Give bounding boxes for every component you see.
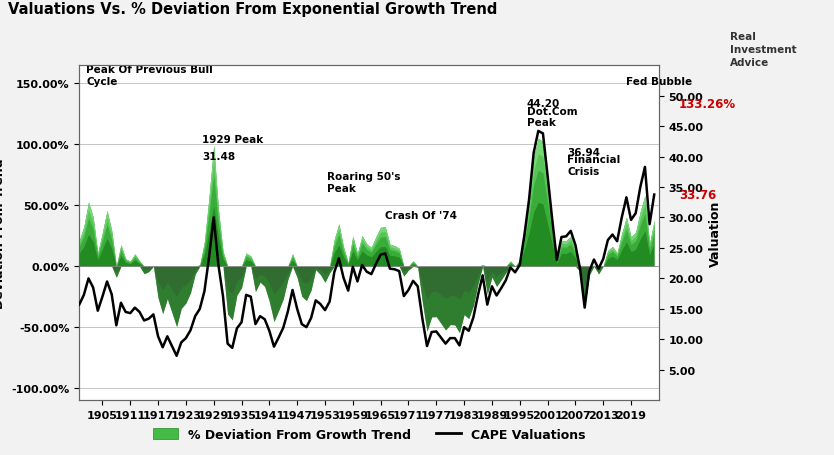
Text: 33.76: 33.76 (679, 189, 716, 202)
Text: 133.26%: 133.26% (679, 98, 736, 111)
Text: 44.20: 44.20 (527, 99, 560, 109)
Text: 36.94: 36.94 (567, 147, 600, 157)
Text: Crash Of '74: Crash Of '74 (385, 211, 457, 220)
Text: Fed Bubble: Fed Bubble (626, 77, 692, 86)
Text: Dot.Com
Peak: Dot.Com Peak (527, 106, 577, 128)
Text: Valuations Vs. % Deviation From Exponential Growth Trend: Valuations Vs. % Deviation From Exponent… (8, 2, 498, 17)
Text: 31.48: 31.48 (202, 152, 235, 162)
Text: 1929 Peak: 1929 Peak (202, 135, 264, 145)
Text: Roaring 50's
Peak: Roaring 50's Peak (327, 172, 401, 194)
Legend: % Deviation From Growth Trend, CAPE Valuations: % Deviation From Growth Trend, CAPE Valu… (148, 423, 590, 446)
Y-axis label: Valuation: Valuation (709, 200, 722, 266)
Text: Financial
Crisis: Financial Crisis (567, 155, 620, 177)
Text: Peak Of Previous Bull
Cycle: Peak Of Previous Bull Cycle (86, 65, 213, 86)
Text: Real
Investment
Advice: Real Investment Advice (730, 32, 796, 68)
Y-axis label: Deviation From Trend: Deviation From Trend (0, 158, 6, 308)
